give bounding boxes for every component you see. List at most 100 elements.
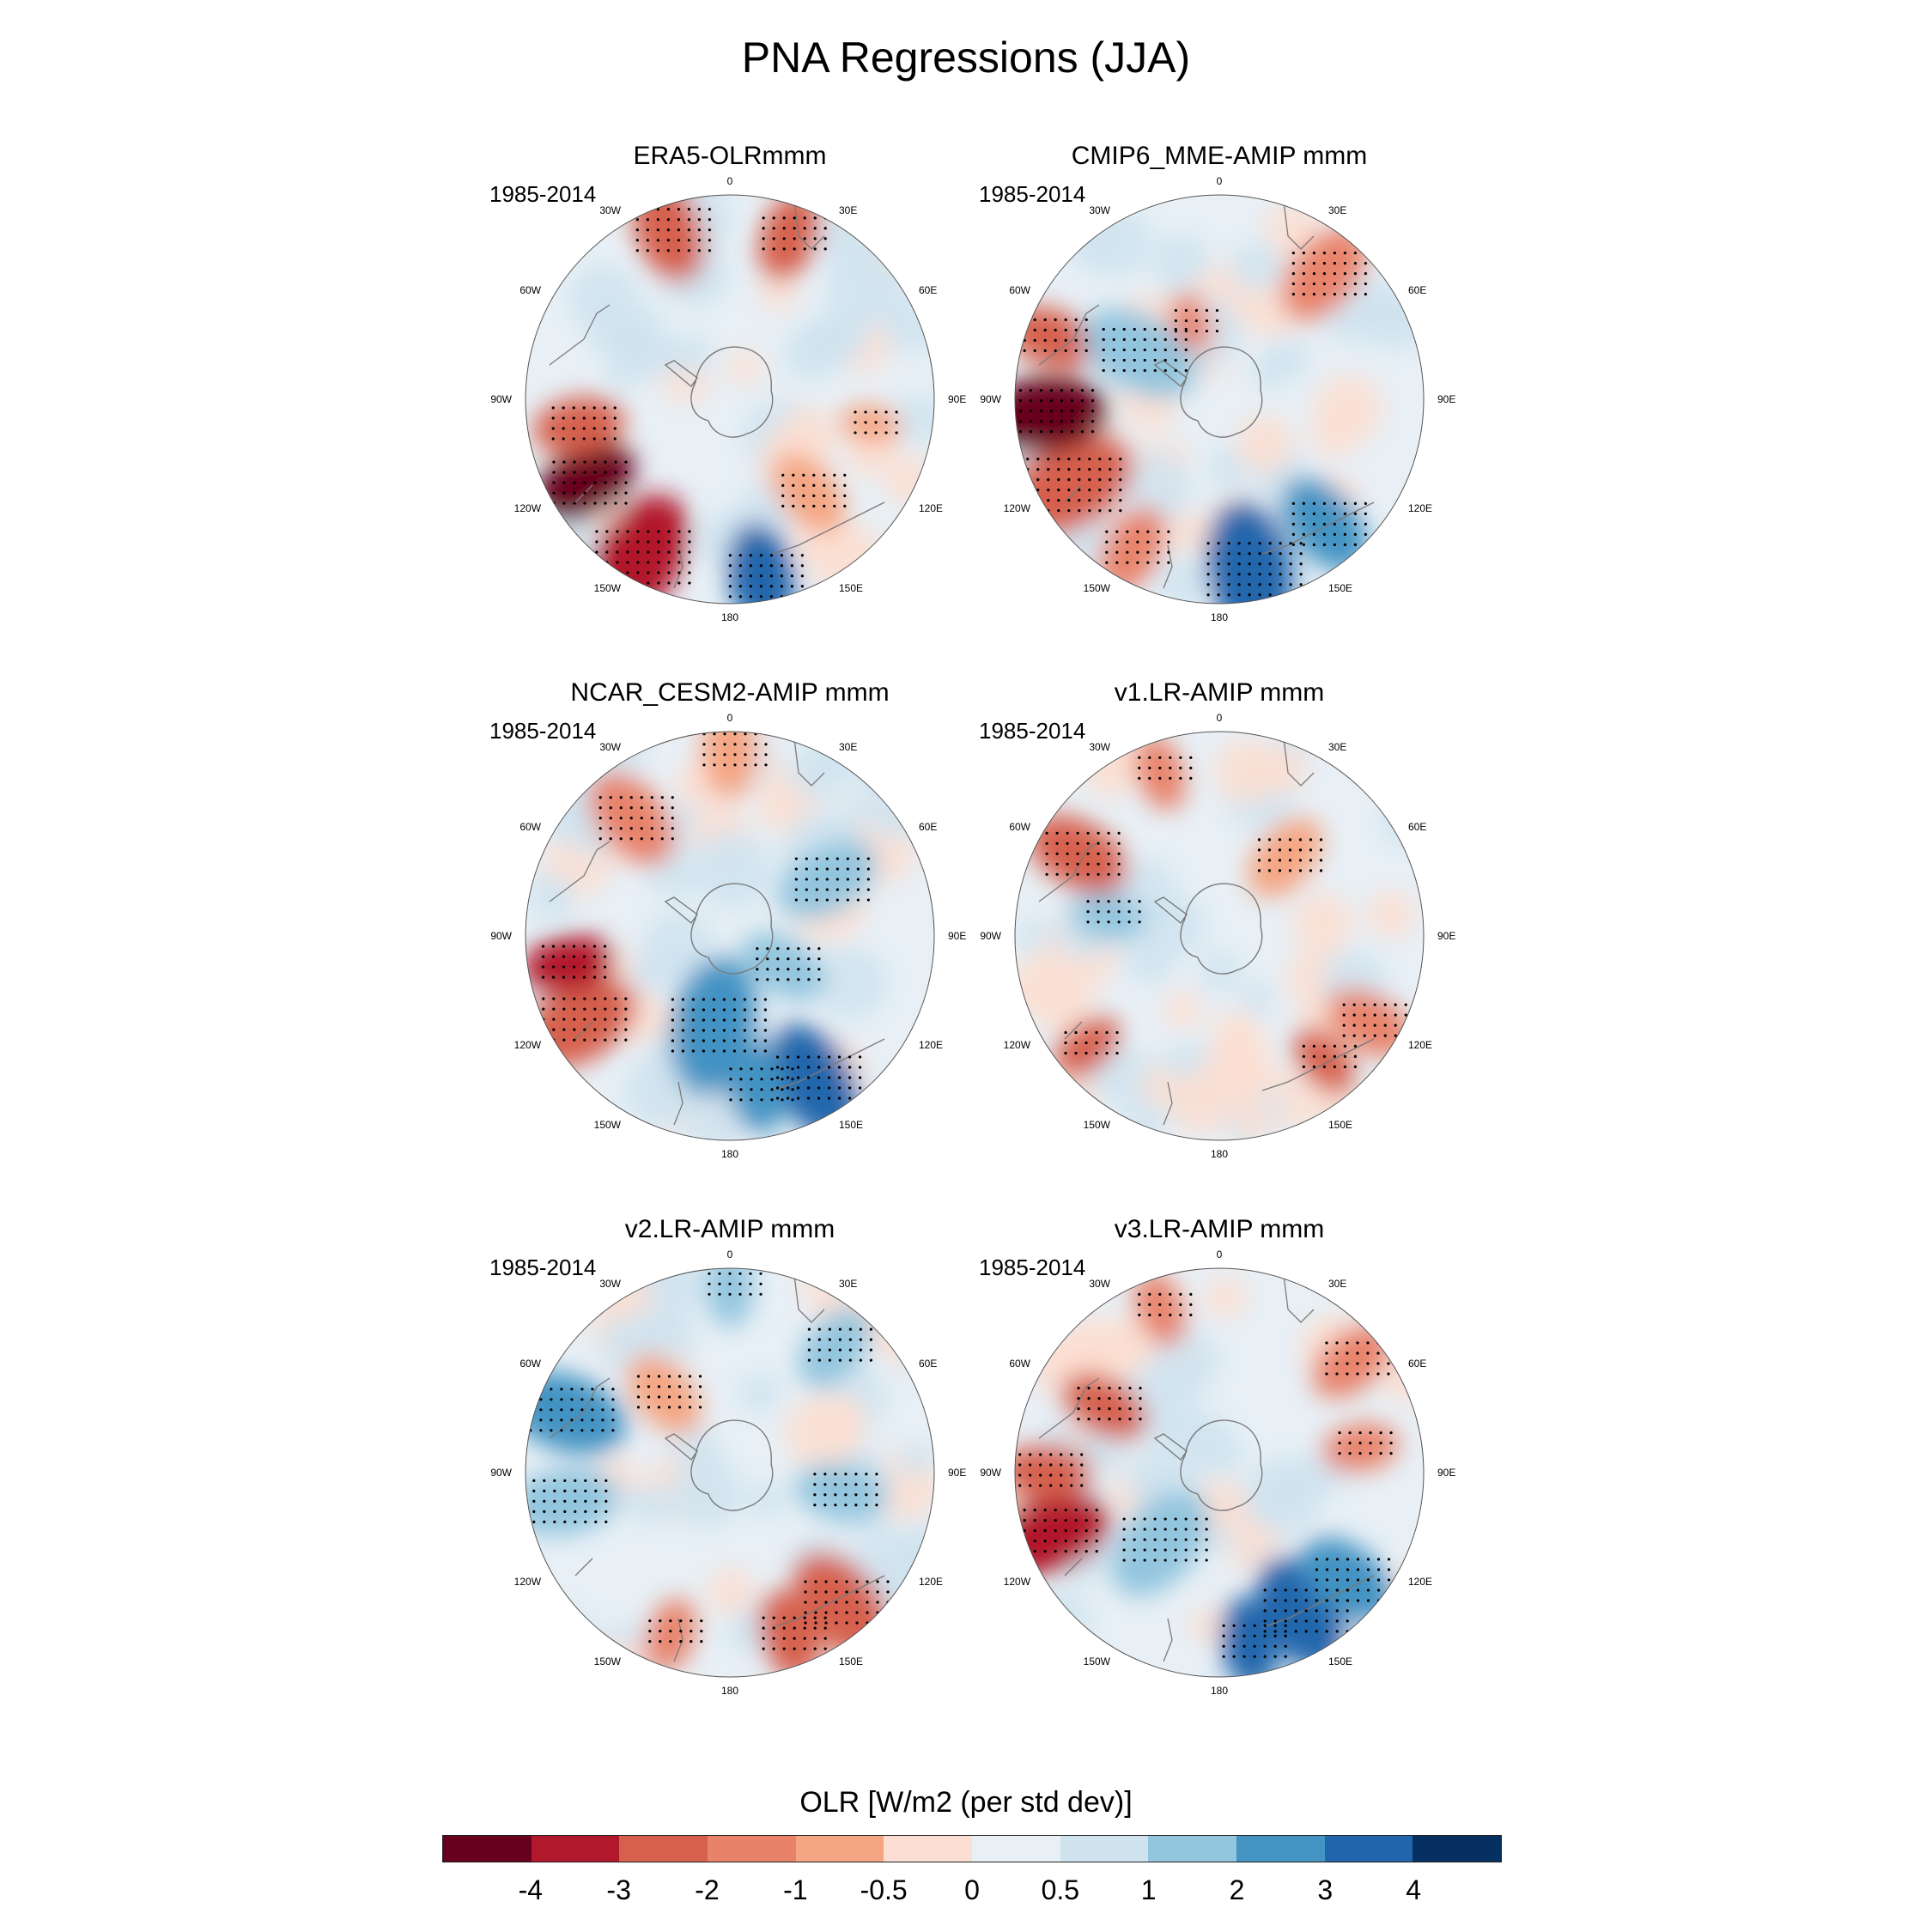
stipple-dot: [1189, 766, 1193, 770]
stipple-dot: [1153, 1528, 1157, 1531]
stipple-dot: [865, 1483, 868, 1486]
stipple-dot: [1268, 583, 1272, 586]
stipple-dot: [803, 1616, 806, 1619]
stipple-dot: [1356, 1558, 1360, 1561]
stipple-dot: [793, 1647, 796, 1650]
stipple-dot: [603, 945, 607, 948]
stipple-dot: [802, 504, 805, 507]
stipple-dot: [1174, 319, 1178, 323]
stipple-dot: [598, 817, 602, 820]
stipple-dot: [760, 1067, 763, 1071]
stipple-dot: [582, 406, 586, 410]
stipple-dot: [800, 595, 804, 598]
stipple-dot: [823, 1504, 827, 1507]
stipple-dot: [793, 1637, 796, 1640]
stipple-dot: [1033, 328, 1036, 331]
stipple-dot: [756, 957, 759, 961]
stipple-dot: [572, 965, 576, 969]
anomaly-blob: [1098, 507, 1167, 592]
stipple-dot: [691, 998, 696, 1001]
colorbar: [442, 1835, 1502, 1862]
stipple-dot: [1138, 766, 1141, 770]
stipple-dot: [1107, 831, 1110, 835]
stipple-dot: [636, 530, 640, 533]
stipple-dot: [1322, 272, 1326, 276]
stipple-dot: [591, 1419, 594, 1422]
stipple-dot: [1009, 399, 1012, 402]
stipple-dot: [605, 1520, 608, 1523]
stipple-dot: [739, 1098, 743, 1102]
stipple-dot: [529, 1398, 532, 1401]
stipple-dot: [864, 410, 867, 414]
stipple-dot: [1102, 368, 1105, 373]
stipple-dot: [598, 827, 602, 830]
stipple-dot: [657, 540, 660, 544]
stipple-dot: [1184, 348, 1188, 352]
anomaly-patch: [1233, 1100, 1273, 1140]
anomaly-blob: [1211, 1011, 1270, 1103]
stipple-dot: [1364, 283, 1367, 286]
stipple-dot: [790, 574, 793, 578]
stipple-dot: [1174, 1538, 1177, 1541]
colorbar-tick-label: 1: [1140, 1874, 1157, 1905]
longitude-label: 120E: [1408, 1039, 1432, 1051]
stipple-dot: [854, 1493, 858, 1497]
stipple-dot: [764, 763, 768, 767]
stipple-dot: [1299, 573, 1303, 576]
anomaly-patch: [1140, 1066, 1179, 1105]
stipple-dot: [782, 216, 786, 220]
stipple-dot: [1189, 1313, 1193, 1317]
stipple-dot: [1095, 1509, 1098, 1512]
stipple-dot: [1055, 852, 1059, 855]
stipple-dot: [1319, 838, 1323, 841]
stipple-dot: [1122, 1517, 1126, 1521]
stipple-dot: [794, 878, 798, 881]
stipple-dot: [562, 965, 566, 969]
stipple-dot: [1039, 430, 1043, 434]
stipple-dot: [1174, 1548, 1177, 1552]
stipple-dot: [550, 1408, 553, 1412]
stipple-dot: [1222, 1624, 1225, 1627]
anomaly-patch: [1015, 543, 1074, 604]
anomaly-patch: [1170, 512, 1211, 552]
stipple-dot: [792, 494, 795, 497]
stipple-dot: [614, 1018, 617, 1021]
stipple-dot: [1139, 1387, 1142, 1390]
stipple-dot: [772, 1626, 775, 1630]
stipple-dot: [598, 806, 602, 810]
stipple-dot: [1335, 1578, 1340, 1582]
stipple-dot: [671, 796, 674, 799]
stipple-dot: [1232, 1644, 1236, 1648]
stipple-dot: [1095, 1529, 1098, 1533]
stipple-dot: [1018, 1463, 1022, 1467]
stipple-dot: [1284, 1630, 1287, 1633]
stipple-dot: [1033, 1529, 1036, 1533]
stipple-dot: [886, 1580, 890, 1583]
stipple-dot: [1237, 573, 1241, 576]
stipple-dot: [1091, 399, 1095, 403]
anomaly-patch: [1147, 896, 1206, 955]
stipple-dot: [866, 867, 870, 871]
stipple-dot: [1343, 512, 1346, 515]
stipple-dot: [1294, 1609, 1297, 1613]
stipple-dot: [854, 1504, 858, 1507]
stipple-dot: [723, 753, 726, 756]
longitude-label: 30W: [599, 204, 621, 216]
stipple-dot: [629, 796, 633, 799]
stipple-dot: [1128, 1387, 1132, 1390]
stipple-dot: [1136, 561, 1139, 564]
stipple-dot: [838, 1358, 841, 1362]
stipple-dot: [825, 878, 829, 881]
stipple-dot: [1284, 1624, 1287, 1627]
stipple-dot: [1039, 410, 1043, 413]
stipple-dot: [1335, 1568, 1340, 1571]
stipple-dot: [722, 1008, 726, 1012]
stipple-dot: [1217, 583, 1220, 586]
stipple-dot: [1153, 358, 1157, 362]
longitude-label: 30W: [599, 741, 621, 753]
anomaly-patch: [815, 946, 888, 1019]
stipple-dot: [858, 1066, 862, 1069]
colorbar-box: [1236, 1836, 1325, 1862]
stipple-dot: [753, 998, 757, 1001]
stipple-dot: [723, 743, 726, 746]
